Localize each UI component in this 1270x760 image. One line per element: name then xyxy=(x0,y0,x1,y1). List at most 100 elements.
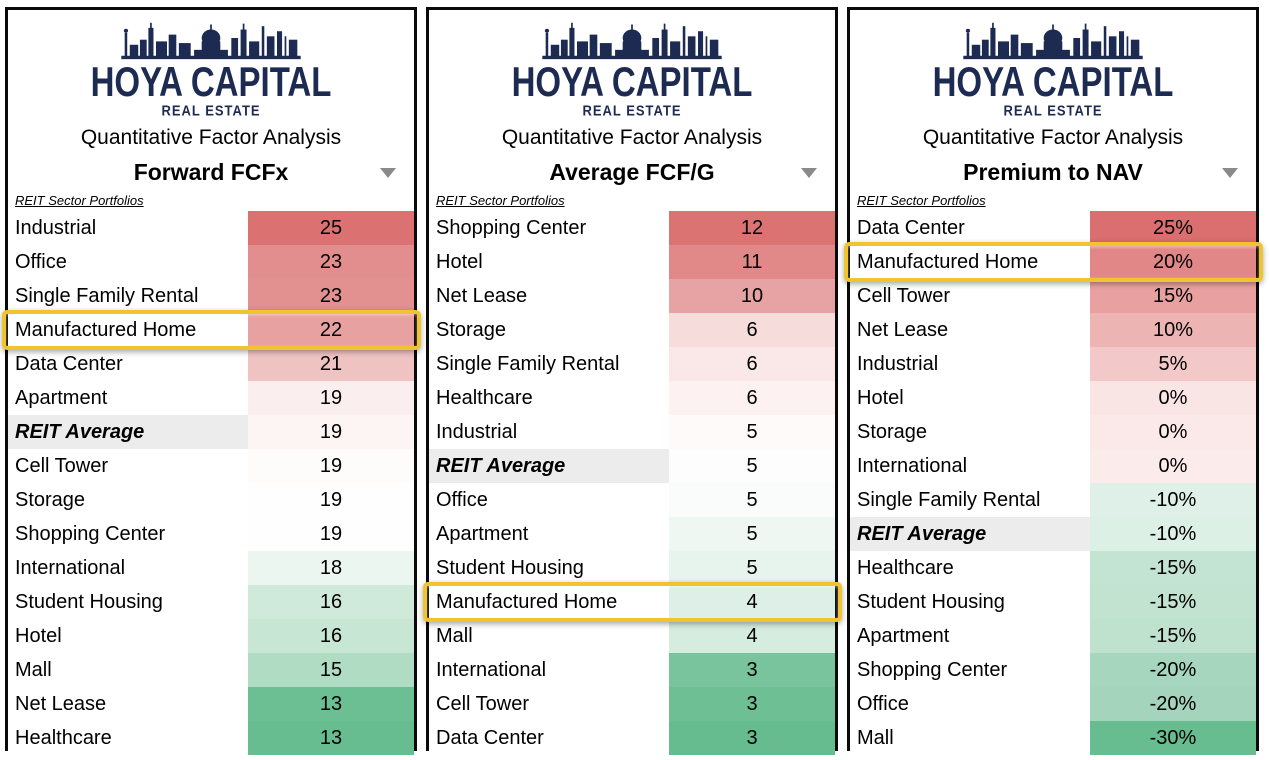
brand-name: HOYA CAPITAL xyxy=(90,58,332,105)
factor-value-cell: 20% xyxy=(1090,245,1256,279)
sector-label: Mall xyxy=(8,653,248,687)
sector-label: Data Center xyxy=(8,347,248,381)
sector-row: Apartment 19 xyxy=(8,381,414,415)
sector-label: Mall xyxy=(850,721,1090,755)
sector-label: Apartment xyxy=(429,517,669,551)
sector-row: Cell Tower 19 xyxy=(8,449,414,483)
sector-label: Net Lease xyxy=(850,313,1090,347)
brand-subname: REAL ESTATE xyxy=(582,101,682,120)
sector-label: Storage xyxy=(429,313,669,347)
factor-value-cell: 19 xyxy=(248,517,414,551)
sector-row: Healthcare 13 xyxy=(8,721,414,755)
factor-value-cell: 5 xyxy=(669,449,835,483)
factor-value-cell: 0% xyxy=(1090,381,1256,415)
sector-row: Mall 15 xyxy=(8,653,414,687)
factor-value-cell: 16 xyxy=(248,619,414,653)
panel-subtitle: Quantitative Factor Analysis xyxy=(922,126,1184,149)
skyline-icon xyxy=(542,22,722,60)
factor-value-cell: -20% xyxy=(1090,687,1256,721)
sector-row: Healthcare -15% xyxy=(850,551,1256,585)
sector-label: Healthcare xyxy=(8,721,248,755)
sector-label: Mall xyxy=(429,619,669,653)
factor-value-cell: 0% xyxy=(1090,415,1256,449)
sector-label: REIT Average xyxy=(8,415,248,449)
factor-value-cell: 0% xyxy=(1090,449,1256,483)
sector-label: Net Lease xyxy=(429,279,669,313)
factor-value-cell: 15% xyxy=(1090,279,1256,313)
sector-label: Office xyxy=(8,245,248,279)
hoya-capital-logo: HOYA CAPITAL REAL ESTATE xyxy=(850,10,1256,118)
sector-row: Hotel 11 xyxy=(429,245,835,279)
sector-label: Single Family Rental xyxy=(850,483,1090,517)
factor-value-cell: 19 xyxy=(248,415,414,449)
brand-name: HOYA CAPITAL xyxy=(932,58,1174,105)
factor-value-cell: 3 xyxy=(669,653,835,687)
sector-table: Industrial 25 Office 23 Single Family Rental… xyxy=(2,211,421,755)
factor-value-cell: 25 xyxy=(248,211,414,245)
sector-label: Healthcare xyxy=(850,551,1090,585)
sector-label: Office xyxy=(429,483,669,517)
sector-row: Mall -30% xyxy=(850,721,1256,755)
factor-value-cell: 10% xyxy=(1090,313,1256,347)
sector-label: Student Housing xyxy=(429,551,669,585)
factor-dropdown[interactable]: Forward FCFx xyxy=(8,155,414,189)
sector-row: Student Housing 5 xyxy=(429,551,835,585)
factor-value-cell: 13 xyxy=(248,687,414,721)
factor-value-cell: 6 xyxy=(669,347,835,381)
factor-value-cell: 10 xyxy=(669,279,835,313)
sector-table: Shopping Center 12 Hotel 11 Net Lease 10 Stora… xyxy=(423,211,842,755)
sector-label: Data Center xyxy=(429,721,669,755)
factor-value-cell: -10% xyxy=(1090,483,1256,517)
sector-row: Single Family Rental 23 xyxy=(8,279,414,313)
factor-name: Premium to NAV xyxy=(963,159,1143,185)
brand-name: HOYA CAPITAL xyxy=(511,58,753,105)
sector-label: International xyxy=(429,653,669,687)
sector-label: Industrial xyxy=(8,211,248,245)
factor-dropdown[interactable]: Average FCF/G xyxy=(429,155,835,189)
sector-row: Apartment 5 xyxy=(429,517,835,551)
sector-label: Student Housing xyxy=(850,585,1090,619)
sector-row: Hotel 0% xyxy=(850,381,1256,415)
sector-row: Cell Tower 15% xyxy=(850,279,1256,313)
factor-value-cell: -10% xyxy=(1090,517,1256,551)
sector-label: Hotel xyxy=(850,381,1090,415)
sector-row: Shopping Center 12 xyxy=(429,211,835,245)
sector-row: Student Housing 16 xyxy=(8,585,414,619)
sector-row: Storage 0% xyxy=(850,415,1256,449)
sector-row: Storage 19 xyxy=(8,483,414,517)
factor-value-cell: 6 xyxy=(669,381,835,415)
brand-subname: REAL ESTATE xyxy=(1003,101,1103,120)
sector-label: REIT Average xyxy=(850,517,1090,551)
factor-value-cell: 5 xyxy=(669,415,835,449)
factor-name: Average FCF/G xyxy=(549,159,715,185)
panel-subtitle: Quantitative Factor Analysis xyxy=(80,126,342,149)
sector-row: Shopping Center -20% xyxy=(850,653,1256,687)
sector-label: Industrial xyxy=(429,415,669,449)
sector-label: Cell Tower xyxy=(850,279,1090,313)
factor-value-cell: 15 xyxy=(248,653,414,687)
factor-value-cell: -30% xyxy=(1090,721,1256,755)
factor-name: Forward FCFx xyxy=(133,159,289,185)
sector-row: Student Housing -15% xyxy=(850,585,1256,619)
chevron-down-icon[interactable] xyxy=(801,168,817,178)
sector-row: Net Lease 13 xyxy=(8,687,414,721)
sector-row: Manufactured Home 22 xyxy=(2,310,421,350)
chevron-down-icon[interactable] xyxy=(1222,168,1238,178)
sector-row: Cell Tower 3 xyxy=(429,687,835,721)
chevron-down-icon[interactable] xyxy=(380,168,396,178)
sector-row: International 3 xyxy=(429,653,835,687)
factor-value-cell: 5 xyxy=(669,517,835,551)
factor-panel-average-fcfg: HOYA CAPITAL REAL ESTATE Quantitative Fa… xyxy=(423,7,842,755)
sector-label: Shopping Center xyxy=(850,653,1090,687)
sector-row: International 18 xyxy=(8,551,414,585)
sector-table: Data Center 25% Manufactured Home 20% Cell T… xyxy=(844,211,1263,755)
sector-row: Industrial 5% xyxy=(850,347,1256,381)
sector-row: Single Family Rental 6 xyxy=(429,347,835,381)
sector-row: Shopping Center 19 xyxy=(8,517,414,551)
factor-dropdown[interactable]: Premium to NAV xyxy=(850,155,1256,189)
sector-label: Net Lease xyxy=(8,687,248,721)
sector-row: Industrial 5 xyxy=(429,415,835,449)
reit-average-row: REIT Average 5 xyxy=(429,449,835,483)
sector-label: Healthcare xyxy=(429,381,669,415)
factor-value-cell: 11 xyxy=(669,245,835,279)
